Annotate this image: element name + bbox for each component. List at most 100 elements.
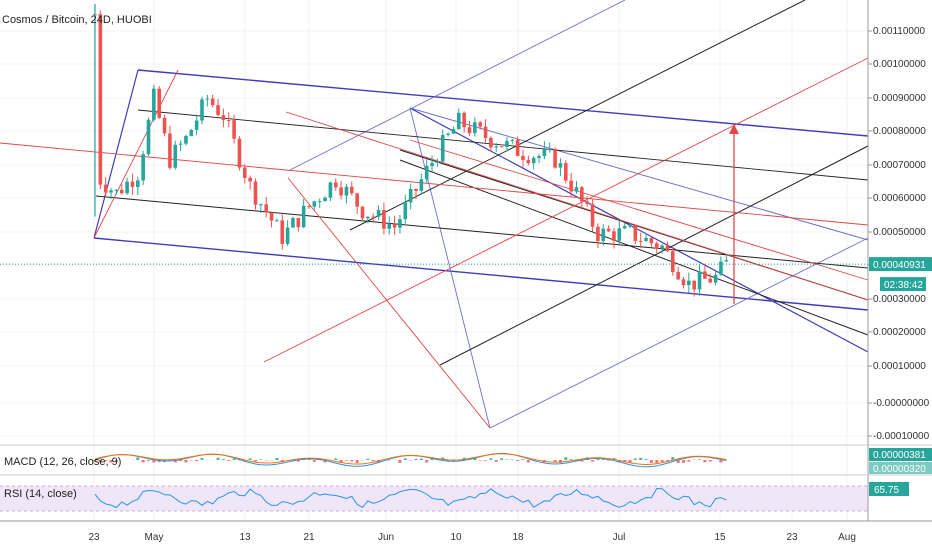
- macd-value: 0.00000381: [873, 450, 926, 461]
- candle-body: [580, 187, 584, 202]
- candle-body: [280, 220, 285, 244]
- macd-histogram-bar: [441, 457, 445, 460]
- y-tick-label: 0.00080000: [873, 126, 926, 137]
- candle-body: [157, 88, 161, 118]
- candle-body: [649, 237, 654, 244]
- candle-body: [687, 280, 691, 286]
- macd-histogram-bar: [628, 460, 632, 463]
- candle-body: [462, 112, 466, 128]
- rsi-label: RSI (14, close): [4, 488, 77, 500]
- candle-body: [457, 112, 461, 130]
- candle-body: [355, 193, 359, 207]
- candle-body: [617, 228, 622, 241]
- candle-body: [692, 280, 696, 290]
- x-tick-label: Jun: [378, 532, 394, 543]
- macd-value-badge: [869, 448, 932, 461]
- macd-histogram-bar: [296, 460, 300, 462]
- x-tick-label: Jul: [613, 532, 626, 543]
- rsi-pane: 65.75: [0, 482, 909, 512]
- y-tick-label: 0.00100000: [873, 59, 926, 70]
- candle-body: [269, 212, 274, 221]
- x-tick-label: May: [145, 532, 164, 543]
- candle-body: [537, 156, 541, 158]
- macd-histogram-bar: [173, 460, 177, 463]
- candle-body: [226, 120, 231, 122]
- candle-body: [301, 205, 306, 228]
- macd-label: MACD (12, 26, close, 9): [4, 456, 121, 468]
- candle-body: [719, 261, 723, 275]
- trend-line: [349, 0, 806, 231]
- x-tick-label: Aug: [838, 532, 856, 543]
- macd-histogram-bar: [189, 460, 193, 461]
- macd-histogram-bar: [623, 460, 627, 463]
- macd-histogram-bar: [355, 460, 359, 463]
- candle-body: [708, 278, 713, 283]
- candle-body: [291, 218, 295, 228]
- x-tick-label: 13: [239, 532, 251, 543]
- grid: [0, 0, 868, 521]
- macd-histogram-bar: [649, 460, 653, 463]
- trend-line: [0, 142, 869, 226]
- current-price-value: 0.00040931: [873, 260, 926, 271]
- candles: [93, 4, 729, 297]
- candle-body: [275, 220, 279, 222]
- candle-body: [499, 146, 504, 148]
- candle-body: [125, 181, 129, 194]
- candle-body: [531, 157, 536, 164]
- trend-line: [263, 57, 869, 363]
- candle-body: [152, 88, 156, 120]
- candle-body: [285, 227, 290, 244]
- macd-histogram-bar: [591, 460, 595, 462]
- signal-line: [94, 453, 727, 465]
- macd-histogram-bar: [141, 460, 145, 463]
- macd-histogram-bar: [607, 460, 611, 461]
- candle-body: [547, 149, 552, 151]
- macd-histogram-bar: [644, 459, 648, 460]
- candle-body: [312, 201, 317, 207]
- trend-line: [287, 177, 491, 429]
- macd-histogram-bar: [93, 460, 97, 462]
- candle-body: [622, 226, 627, 229]
- macd-histogram-bar: [676, 460, 680, 463]
- candle-body: [232, 120, 236, 139]
- candle-body: [109, 190, 113, 193]
- x-tick-label: 21: [303, 532, 315, 543]
- arrow-head-icon: [729, 124, 739, 134]
- macd-histogram-bar: [184, 460, 188, 463]
- candle-body: [564, 163, 568, 181]
- countdown-value: 02:38:42: [884, 280, 923, 291]
- trend-line: [137, 109, 869, 181]
- candle-body: [590, 203, 595, 227]
- candle-body: [446, 133, 450, 135]
- candle-body: [216, 105, 220, 116]
- macd-histogram-bar: [451, 460, 455, 462]
- chart-title: Cosmos / Bitcoin, 24D, HUOBI: [2, 14, 152, 26]
- drawing-tools[interactable]: [0, 0, 869, 429]
- y-tick-label: -0.00010000: [873, 431, 930, 442]
- candle-body: [339, 187, 343, 196]
- macd-histogram-bar: [703, 460, 707, 463]
- candle-body: [398, 219, 402, 228]
- candle-body: [333, 182, 338, 188]
- candle-body: [221, 115, 226, 121]
- trend-line: [285, 111, 869, 301]
- candle-body: [168, 133, 172, 168]
- macd-histogram-bar: [403, 458, 407, 460]
- macd-histogram-bar: [312, 460, 316, 462]
- candle-body: [237, 138, 242, 168]
- macd-histogram-bar: [489, 458, 493, 460]
- macd-histogram-bar: [708, 460, 712, 462]
- macd-histogram-bar: [275, 457, 279, 460]
- candle-body: [178, 143, 183, 145]
- candle-body: [601, 228, 606, 242]
- macd-histogram-bar: [109, 460, 113, 463]
- macd-histogram-bar: [344, 460, 348, 461]
- macd-histogram-bar: [254, 460, 257, 462]
- trend-line: [289, 0, 626, 171]
- trend-line: [95, 195, 869, 269]
- candle-body: [596, 226, 600, 242]
- candle-body: [697, 271, 702, 290]
- y-tick-label: 0.00010000: [873, 361, 926, 372]
